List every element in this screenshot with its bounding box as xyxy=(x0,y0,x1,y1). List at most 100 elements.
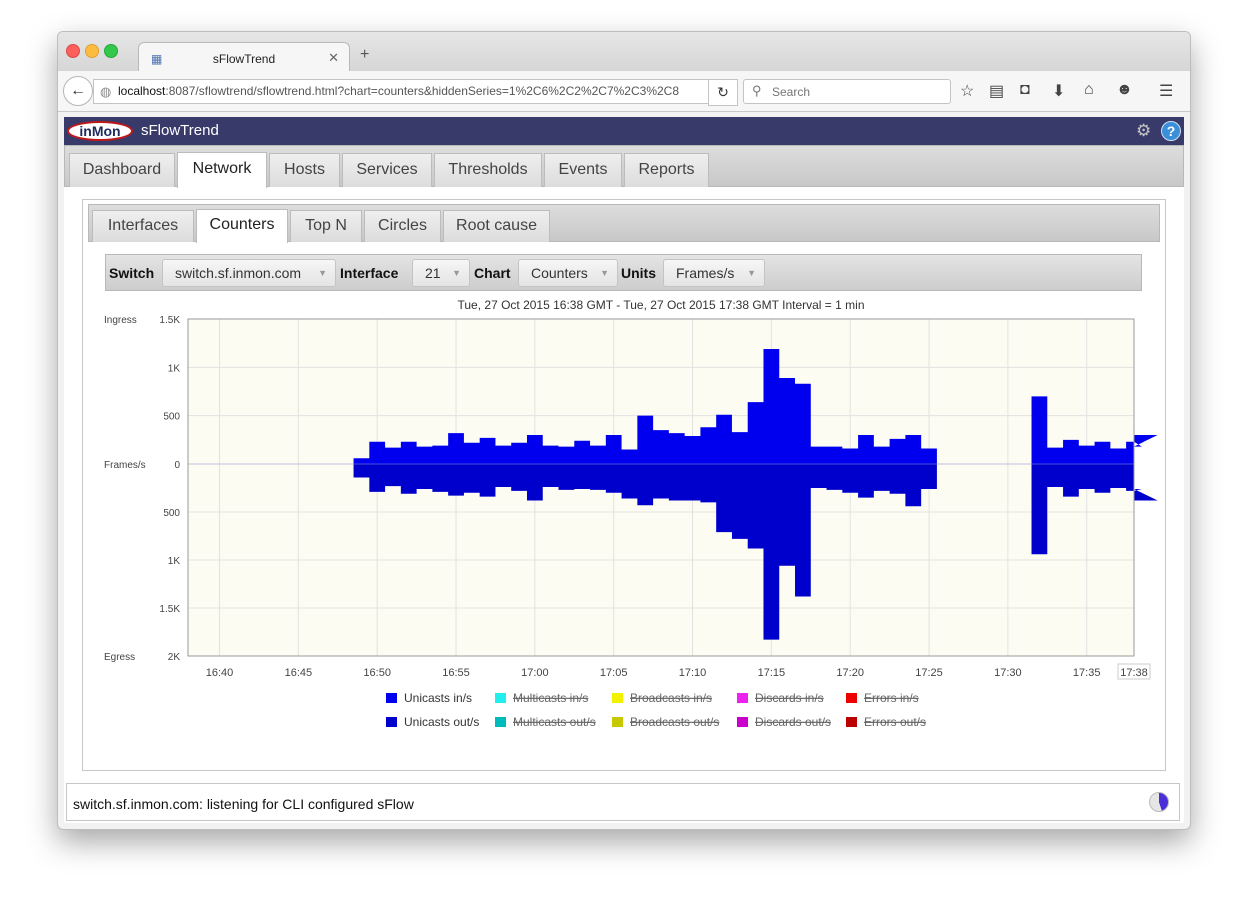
y-tick-label: 500 xyxy=(163,508,180,519)
window-close-button[interactable] xyxy=(66,44,80,58)
tab-dashboard[interactable]: Dashboard xyxy=(69,153,175,187)
download-icon[interactable]: ⬇ xyxy=(1052,83,1066,100)
sflowtrend-app: inMon sFlowTrend ⚙ ? Dashboard Network H… xyxy=(64,117,1184,823)
legend-entry[interactable]: Discards in/s xyxy=(755,691,824,705)
reload-icon[interactable]: ↻ xyxy=(708,79,738,106)
legend-entry[interactable]: Discards out/s xyxy=(755,715,831,729)
legend-swatch xyxy=(737,693,748,703)
globe-icon: ◍ xyxy=(100,84,112,99)
legend-entry[interactable]: Multicasts out/s xyxy=(513,715,596,729)
hello-smiley-icon[interactable]: ☻ xyxy=(1116,81,1133,98)
tab-thresholds[interactable]: Thresholds xyxy=(434,153,542,187)
y-tick-label: 1K xyxy=(168,556,181,567)
window-minimize-button[interactable] xyxy=(85,44,99,58)
counters-chart: Tue, 27 Oct 2015 16:38 GMT - Tue, 27 Oct… xyxy=(104,298,1158,729)
main-tabs: Dashboard Network Hosts Services Thresho… xyxy=(64,145,1184,188)
menu-icon[interactable]: ☰ xyxy=(1159,83,1174,100)
app-header: inMon sFlowTrend ⚙ ? xyxy=(64,117,1184,145)
reading-list-icon[interactable]: ▤ xyxy=(989,83,1005,100)
switch-select[interactable]: switch.sf.inmon.com ▼ xyxy=(162,259,336,287)
tab-reports[interactable]: Reports xyxy=(624,153,709,187)
pocket-icon[interactable]: ◘ xyxy=(1020,81,1030,98)
url-text: localhost:8087/sflowtrend/sflowtrend.htm… xyxy=(118,84,686,98)
search-bar: ⚲ xyxy=(743,79,951,104)
legend-swatch xyxy=(495,693,506,703)
search-icon: ⚲ xyxy=(752,83,762,98)
y-tick-label: 1.5K xyxy=(159,315,180,326)
back-arrow-icon[interactable]: ← xyxy=(63,76,93,106)
subtab-counters[interactable]: Counters xyxy=(196,209,288,243)
series-unicasts-in-area xyxy=(353,348,1158,464)
bookmark-star-icon[interactable]: ☆ xyxy=(960,83,975,100)
legend-entry[interactable]: Multicasts in/s xyxy=(513,691,588,705)
window-maximize-button[interactable] xyxy=(104,44,118,58)
switch-label: Switch xyxy=(109,265,155,281)
tab-services[interactable]: Services xyxy=(342,153,432,187)
legend-swatch xyxy=(737,717,748,727)
browser-tab-title: sFlowTrend xyxy=(212,52,276,66)
y-tick-label: 0 xyxy=(174,460,180,471)
y-axis-label: Frames/s xyxy=(104,460,146,471)
legend-entry[interactable]: Errors out/s xyxy=(864,715,926,729)
legend-entry[interactable]: Broadcasts out/s xyxy=(630,715,719,729)
new-tab-icon[interactable]: + xyxy=(360,46,370,63)
search-input[interactable] xyxy=(770,82,944,102)
x-tick-label: 17:15 xyxy=(758,667,786,679)
subtab-interfaces[interactable]: Interfaces xyxy=(92,210,194,242)
x-tick-label: 16:55 xyxy=(442,667,470,679)
legend-entry[interactable]: Errors in/s xyxy=(864,691,919,705)
x-tick-label: 17:30 xyxy=(994,667,1022,679)
sub-tabs: Interfaces Counters Top N Circles Root c… xyxy=(88,204,1160,243)
browser-navbar: ← ◍ localhost:8087/sflowtrend/sflowtrend… xyxy=(58,71,1190,112)
y-label-ingress: Ingress xyxy=(104,315,137,326)
interface-select-value: 21 xyxy=(425,265,441,281)
x-tick-label: 17:20 xyxy=(836,667,864,679)
url-bar[interactable]: ◍ localhost:8087/sflowtrend/sflowtrend.h… xyxy=(93,79,736,104)
x-tick-label: 17:25 xyxy=(915,667,943,679)
chart-title: Tue, 27 Oct 2015 16:38 GMT - Tue, 27 Oct… xyxy=(458,298,865,312)
browser-window: ▦ sFlowTrend ✕ + ← ◍ localhost:8087/sflo… xyxy=(57,31,1191,830)
tab-events[interactable]: Events xyxy=(544,153,622,187)
series-unicasts-out-area xyxy=(353,464,1158,640)
subtab-circles[interactable]: Circles xyxy=(364,210,441,242)
inmon-logo: inMon xyxy=(67,121,133,141)
interface-select[interactable]: 21 ▼ xyxy=(412,259,470,287)
legend-swatch xyxy=(386,693,397,703)
close-tab-icon[interactable]: ✕ xyxy=(328,50,339,65)
chart-label: Chart xyxy=(474,265,511,281)
legend-swatch xyxy=(846,717,857,727)
url-path: :8087/sflowtrend/sflowtrend.html?chart=c… xyxy=(165,84,679,98)
chart-select-value: Counters xyxy=(531,265,588,281)
browser-tab[interactable]: ▦ sFlowTrend ✕ xyxy=(138,42,350,73)
gear-icon[interactable]: ⚙ xyxy=(1136,121,1152,140)
home-icon[interactable]: ⌂ xyxy=(1084,81,1094,98)
chart-controls: Switch switch.sf.inmon.com ▼ Interface 21… xyxy=(105,254,1142,291)
x-tick-current-box xyxy=(1117,663,1151,680)
subtab-top-n[interactable]: Top N xyxy=(290,210,362,242)
legend-entry[interactable]: Broadcasts in/s xyxy=(630,691,712,705)
units-select[interactable]: Frames/s ▼ xyxy=(663,259,765,287)
legend-swatch xyxy=(612,717,623,727)
switch-select-value: switch.sf.inmon.com xyxy=(175,265,302,281)
plot-border xyxy=(187,318,1135,657)
x-tick-label: 16:50 xyxy=(363,667,391,679)
tab-hosts[interactable]: Hosts xyxy=(269,153,340,187)
x-tick-label: 16:45 xyxy=(285,667,313,679)
legend-entry[interactable]: Unicasts out/s xyxy=(404,715,479,729)
x-tick-label: 16:40 xyxy=(206,667,234,679)
x-tick-label: 17:10 xyxy=(679,667,707,679)
legend-entry[interactable]: Unicasts in/s xyxy=(404,691,472,705)
caret-down-icon: ▼ xyxy=(600,268,609,278)
x-tick-label: 17:05 xyxy=(600,667,628,679)
y-tick-label: 1.5K xyxy=(159,604,180,615)
y-tick-label: 2K xyxy=(168,652,181,663)
browser-tabstrip: ▦ sFlowTrend ✕ + xyxy=(58,32,1190,73)
chart-select[interactable]: Counters ▼ xyxy=(518,259,618,287)
subtab-root-cause[interactable]: Root cause xyxy=(443,210,550,242)
y-label-egress: Egress xyxy=(104,652,135,663)
help-icon[interactable]: ? xyxy=(1161,121,1181,141)
x-tick-label: 17:00 xyxy=(521,667,549,679)
legend-swatch xyxy=(386,717,397,727)
activity-spinner-icon xyxy=(1149,792,1169,812)
tab-network[interactable]: Network xyxy=(177,152,267,188)
